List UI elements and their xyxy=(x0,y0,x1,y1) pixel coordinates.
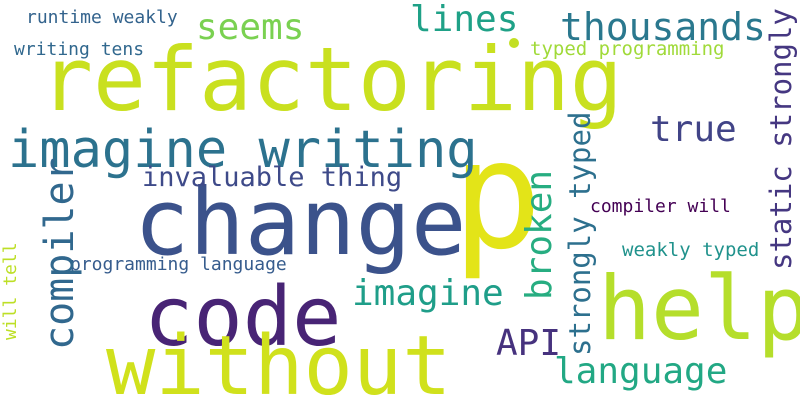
word-compiler-will: compiler will xyxy=(590,196,731,217)
word-compiler: compiler xyxy=(37,157,83,350)
word-code: code xyxy=(144,270,342,365)
word-thousands: thousands xyxy=(560,5,766,49)
word-lines: lines xyxy=(410,0,519,40)
word-programming-language: programming language xyxy=(70,254,287,275)
word-typed-programming: typed programming xyxy=(530,38,725,60)
word-will-tell: will tell xyxy=(0,242,21,340)
word-without: without xyxy=(106,319,452,400)
word-true: true xyxy=(650,109,737,150)
word-imagine-writing: imagine writing xyxy=(8,120,478,180)
word-change: change xyxy=(134,169,467,276)
word-imagine: imagine xyxy=(352,273,504,314)
word-weakly-typed: weakly typed xyxy=(622,239,760,261)
word-p: p xyxy=(452,109,543,283)
word-broken: broken xyxy=(519,169,560,300)
word-invaluable-thing: invaluable thing xyxy=(142,162,403,193)
word-strongly-typed: strongly typed xyxy=(563,111,597,356)
word-runtime-weakly: runtime weakly xyxy=(26,7,178,28)
word-seems: seems xyxy=(196,7,305,48)
word-language: language xyxy=(554,351,728,392)
word-api: API xyxy=(496,323,562,364)
dot-mark xyxy=(509,38,519,48)
word-refactoring: refactoring xyxy=(40,28,623,131)
word-static-strongly: static strongly xyxy=(764,8,798,270)
word-help: help xyxy=(598,257,800,360)
word-writing-tens: writing tens xyxy=(14,39,145,60)
